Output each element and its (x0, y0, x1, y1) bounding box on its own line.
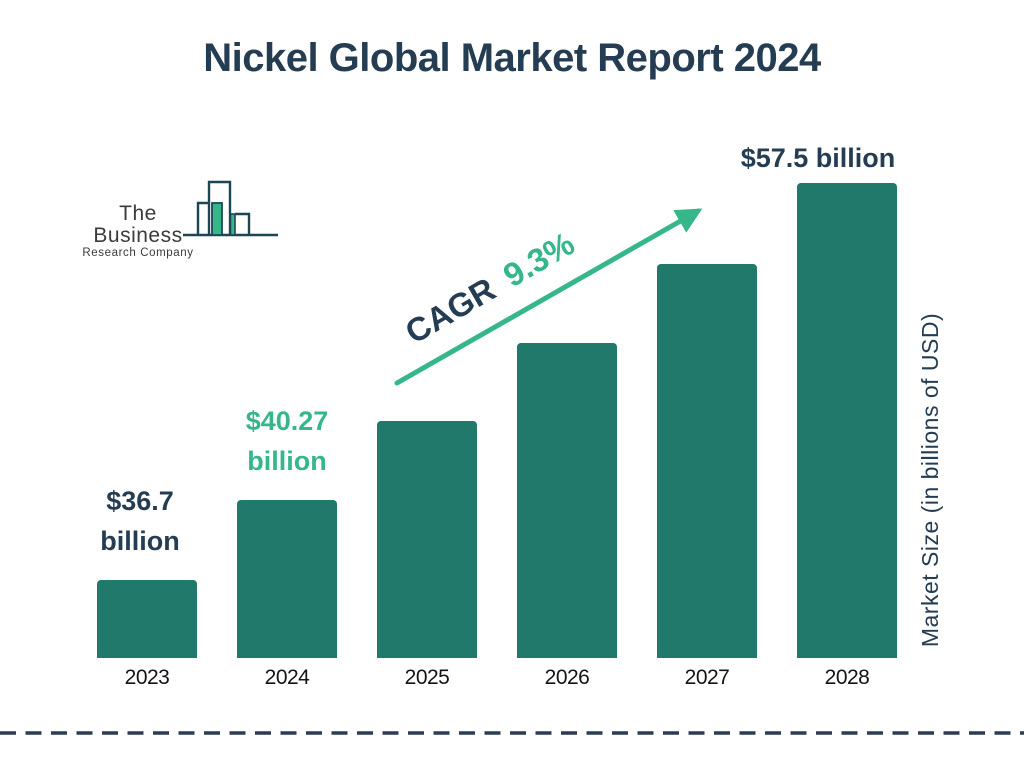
x-tick-2027: 2027 (684, 666, 730, 689)
logo-name: The Business (93, 202, 183, 247)
value-label-2024: $40.27 billion (245, 406, 329, 476)
x-tick-2026: 2026 (544, 666, 590, 689)
value-label-2028: $57.5 billion (740, 143, 896, 173)
bar-2023 (97, 580, 197, 658)
cagr-value: 9.3% (496, 224, 581, 295)
x-tick-2023: 2023 (124, 666, 170, 689)
value-label-2023: $36.7 billion (100, 486, 180, 556)
company-logo-text: The Business Research Company (78, 203, 198, 260)
bar-2028 (797, 183, 897, 658)
cagr-annotation: CAGR9.3% (399, 224, 581, 351)
logo-subname: Research Company (82, 247, 194, 259)
logo-bars-icon (183, 180, 278, 237)
bar-2027 (657, 264, 757, 658)
cagr-label: CAGR (398, 270, 502, 351)
y-axis-label: Market Size (in billions of USD) (917, 312, 943, 648)
bar-2025 (377, 421, 477, 658)
page-title: Nickel Global Market Report 2024 (203, 36, 821, 80)
bar-2026 (517, 343, 617, 658)
bar-2024 (237, 500, 337, 658)
x-tick-2025: 2025 (404, 666, 450, 689)
x-tick-2028: 2028 (824, 666, 870, 689)
x-tick-2024: 2024 (264, 666, 310, 689)
